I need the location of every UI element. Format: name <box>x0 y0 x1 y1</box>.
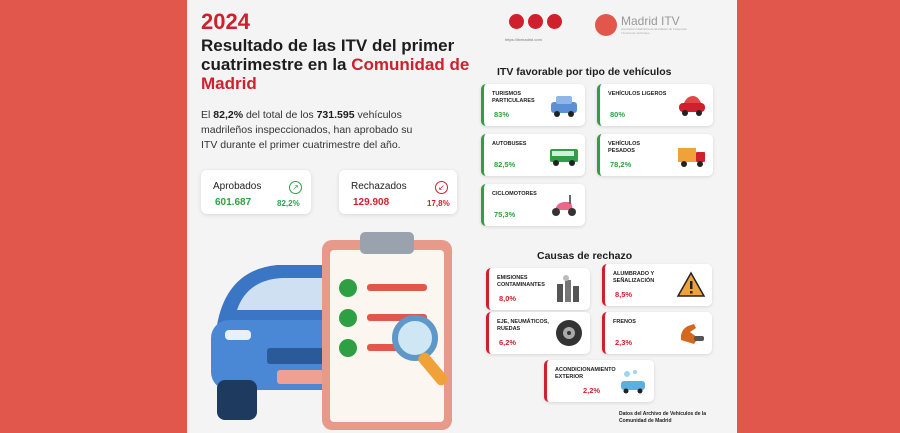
rejection-card-alumbrado: ALUMBRADO Y SEÑALIZACIÓN 8,5% <box>602 264 712 306</box>
intro-text-1: El <box>201 109 214 121</box>
title-highlight: Comunidad de Madrid <box>201 55 470 93</box>
vehicle-card-value: 80% <box>610 110 626 119</box>
rejection-card-label: ALUMBRADO Y SEÑALIZACIÓN <box>613 271 655 284</box>
vehicle-card-ligeros: VEHÍCULOS LIGEROS 80% <box>597 84 713 126</box>
brake-icon <box>680 324 704 344</box>
car-icon <box>551 96 577 117</box>
trend-up-icon: ↗ <box>289 181 302 194</box>
emissions-icon <box>557 275 579 302</box>
rejected-pct: 17,8% <box>427 199 450 208</box>
intro-text-3: vehículos madrileños inspeccionados, han… <box>201 109 413 151</box>
madrid-itv-emblem-icon <box>595 14 617 36</box>
approved-value: 601.687 <box>215 197 252 208</box>
twitter-icon[interactable] <box>528 14 543 29</box>
tire-icon <box>556 320 582 346</box>
rejection-card-value: 2,2% <box>583 386 601 395</box>
vehicle-card-label: VEHÍCULOS PESADOS <box>608 141 641 154</box>
infographic-poster: 2024 Resultado de las ITV del primer cua… <box>187 0 737 433</box>
vehicle-card-label: VEHÍCULOS LIGEROS <box>608 91 667 97</box>
approved-card: Aprobados ↗ 601.687 82,2% <box>201 170 311 214</box>
intro-text-2: del total de los <box>243 109 317 121</box>
rejection-card-acondicionamiento: ACONDICIONAMIENTO EXTERIOR 2,2% <box>544 360 654 402</box>
rejection-card-label: FRENOS <box>613 319 636 325</box>
rejection-card-value: 8,5% <box>615 290 633 299</box>
vehicle-card-value: 82,5% <box>494 160 516 169</box>
page-title: Resultado de las ITV del primer cuatrime… <box>201 36 501 93</box>
year-heading: 2024 <box>201 9 250 34</box>
approved-pct: 82,2% <box>277 199 300 208</box>
vehicle-card-label: CICLOMOTORES <box>492 191 537 197</box>
approved-label: Aprobados <box>213 181 262 192</box>
rejection-card-value: 8,0% <box>499 294 517 303</box>
light-vehicle-icon <box>679 96 705 116</box>
rejection-card-value: 6,2% <box>499 338 517 347</box>
vehicle-card-ciclomotores: CICLOMOTORES 75,3% <box>481 184 585 226</box>
favorable-heading: ITV favorable por tipo de vehículos <box>497 66 672 78</box>
title-text: Resultado de las ITV del primer cuatrime… <box>201 36 455 74</box>
vehicle-card-value: 83% <box>494 110 510 119</box>
warning-triangle-icon <box>676 271 706 297</box>
linkedin-icon[interactable] <box>509 14 524 29</box>
intro-paragraph: El 82,2% del total de los 731.595 vehícu… <box>201 108 423 153</box>
intro-pct: 82,2% <box>213 109 244 121</box>
vehicle-card-autobuses: AUTOBUSES 82,5% <box>481 134 585 176</box>
social-links <box>509 14 562 29</box>
rejection-card-label: EMISIONES CONTAMINANTES <box>497 275 545 288</box>
rejection-heading: Causas de rechazo <box>537 250 633 262</box>
rejection-card-value: 2,3% <box>615 338 633 347</box>
rejection-card-label: ACONDICIONAMIENTO EXTERIOR <box>555 367 616 380</box>
rejected-label: Rechazados <box>351 181 407 192</box>
rejected-value: 129.908 <box>353 197 390 208</box>
rejection-card-eje: EJE, NEUMÁTICOS, RUEDAS 6,2% <box>486 312 590 354</box>
rejection-card-label: EJE, NEUMÁTICOS, RUEDAS <box>497 319 549 332</box>
youtube-icon[interactable] <box>547 14 562 29</box>
truck-icon <box>678 148 705 167</box>
rejection-card-frenos: FRENOS 2,3% <box>602 312 712 354</box>
social-url[interactable]: https://itvmadrid.com <box>505 37 542 42</box>
bus-icon <box>550 149 578 166</box>
intro-total: 731.595 <box>316 109 355 121</box>
vehicle-card-pesados: VEHÍCULOS PESADOS 78,2% <box>597 134 713 176</box>
madrid-itv-logo: Madrid ITV Asociación Madrileña de Entid… <box>595 14 691 36</box>
trend-down-icon: ↙ <box>435 181 448 194</box>
rejected-card: Rechazados ↙ 129.908 17,8% <box>339 170 457 214</box>
car-clipboard-illustration <box>211 232 452 430</box>
data-source: Datos del Archivo de Vehículos de la Com… <box>619 411 707 424</box>
vehicle-card-value: 75,3% <box>494 210 516 219</box>
logo-name: Madrid ITV <box>621 14 680 28</box>
moped-icon <box>552 195 576 216</box>
car-wash-icon <box>621 370 645 394</box>
vehicle-card-label: TURISMOS PARTICULARES <box>492 91 535 104</box>
rejection-card-emisiones: EMISIONES CONTAMINANTES 8,0% <box>486 268 590 310</box>
vehicle-card-turismos: TURISMOS PARTICULARES 83% <box>481 84 585 126</box>
vehicle-card-label: AUTOBUSES <box>492 141 527 147</box>
logo-tagline: Asociación Madrileña de Entidades de Ins… <box>621 27 688 35</box>
vehicle-card-value: 78,2% <box>610 160 632 169</box>
